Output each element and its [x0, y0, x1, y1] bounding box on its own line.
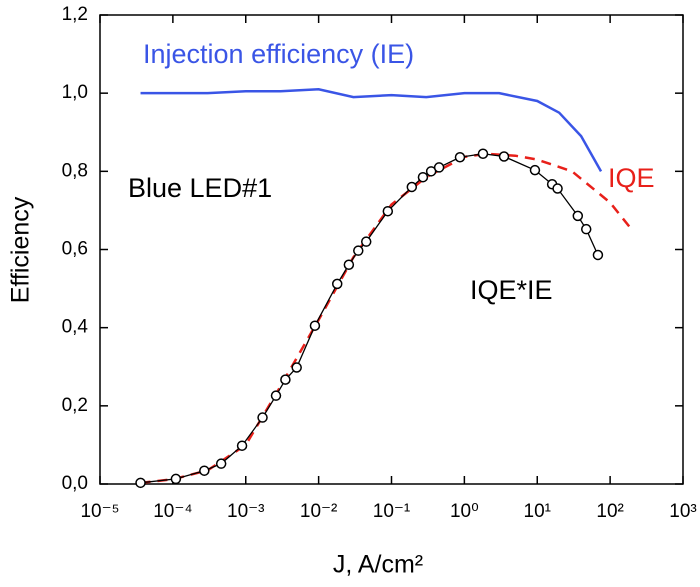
- x-tick-label: 10²: [596, 501, 623, 522]
- x-tick-label: 10⁻⁴: [153, 501, 192, 522]
- x-tick-label: 10⁰: [450, 501, 479, 522]
- y-tick-label: 1,0: [62, 82, 88, 103]
- data-point: [215, 458, 227, 469]
- annotation: Blue LED#1: [128, 173, 272, 203]
- data-point: [280, 374, 291, 385]
- data-point: [257, 412, 268, 423]
- y-tick-label: 0,4: [62, 317, 89, 338]
- data-point: [592, 249, 604, 261]
- data-point: [529, 164, 541, 176]
- data-point: [580, 223, 592, 235]
- data-point: [291, 362, 302, 373]
- data-point: [170, 473, 182, 485]
- x-tick-label: 10⁻⁵: [80, 501, 119, 522]
- y-axis-label: Efficiency: [7, 196, 35, 303]
- data-point: [309, 320, 321, 331]
- data-point: [498, 151, 510, 162]
- data-point: [406, 181, 418, 193]
- annotation: IQE: [608, 163, 655, 193]
- data-point: [236, 440, 248, 451]
- x-axis-label: J, A/cm²: [333, 551, 423, 579]
- data-point: [199, 465, 210, 476]
- annotation: IQE*IE: [470, 275, 553, 305]
- x-tick-label: 10³: [669, 501, 696, 522]
- annotation: Injection efficiency (IE): [143, 39, 414, 69]
- data-point: [135, 477, 146, 489]
- data-point: [477, 148, 489, 159]
- data-point: [454, 152, 466, 163]
- y-tick-label: 0,6: [62, 239, 88, 260]
- x-tick-label: 10⁻³: [227, 501, 265, 522]
- data-point: [270, 390, 282, 401]
- y-tick-label: 0,8: [62, 160, 88, 181]
- data-point: [331, 278, 343, 290]
- data-point: [382, 205, 394, 217]
- data-point: [353, 245, 364, 256]
- data-point: [572, 210, 584, 222]
- data-point: [343, 259, 355, 270]
- y-tick-label: 1,2: [62, 4, 88, 25]
- y-tick-label: 0,0: [62, 473, 88, 494]
- series-line: [140, 153, 599, 484]
- data-point: [417, 171, 429, 183]
- data-point: [433, 162, 445, 173]
- x-tick-label: 10⁻¹: [373, 501, 411, 522]
- x-tick-label: 10⁻²: [300, 501, 338, 522]
- series-line: [140, 88, 603, 172]
- x-tick-label: 10¹: [524, 501, 551, 522]
- y-tick-label: 0,2: [62, 395, 88, 416]
- data-point: [552, 183, 563, 194]
- data-point: [360, 236, 372, 247]
